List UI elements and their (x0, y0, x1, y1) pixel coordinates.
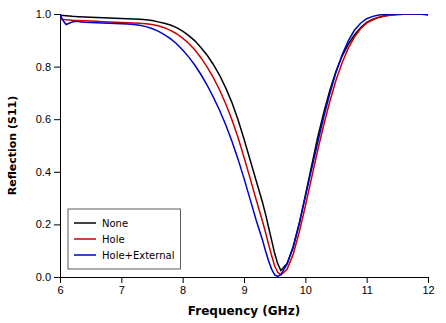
tick-mark (54, 67, 60, 68)
legend-swatch (74, 238, 96, 240)
legend-item: Hole (74, 234, 125, 245)
chart: 6 7 8 9 10 11 12 0.0 0.2 0.4 0.6 0.8 1.0 None Hole Hole… (0, 0, 446, 323)
y-axis-title: Reflection (S11) (6, 96, 19, 196)
tick: 12 (422, 277, 434, 296)
tick-mark (305, 277, 306, 283)
tick-mark (54, 14, 60, 15)
legend-item: Hole+External (74, 250, 174, 261)
tick: 0.2 (36, 218, 60, 230)
series-line (60, 14, 428, 276)
legend-label: Hole (102, 234, 125, 245)
legend-swatch (74, 222, 96, 224)
series-line (60, 14, 428, 275)
tick-label: 0.8 (36, 61, 51, 73)
tick-mark (54, 277, 60, 278)
legend: None Hole Hole+External (68, 209, 180, 269)
tick: 1.0 (36, 8, 60, 20)
tick-label: 7 (119, 284, 125, 296)
tick: 6 (57, 277, 63, 296)
tick: 11 (361, 277, 372, 296)
legend-swatch (74, 254, 96, 256)
tick-mark (183, 277, 184, 283)
tick: 10 (300, 277, 312, 296)
y-axis: 0.0 0.2 0.4 0.6 0.8 1.0 (36, 8, 61, 283)
plot: 6 7 8 9 10 11 12 0.0 0.2 0.4 0.6 0.8 1.0 None Hole Hole… (36, 8, 435, 296)
tick: 8 (180, 277, 186, 296)
tick-mark (54, 224, 60, 225)
x-axis: 6 7 8 9 10 11 12 (57, 277, 434, 296)
tick-label: 9 (241, 284, 247, 296)
tick-mark (244, 277, 245, 283)
tick-mark (121, 277, 122, 283)
lines (60, 14, 428, 276)
tick-label: 1.0 (36, 8, 51, 20)
legend-box (68, 209, 180, 269)
legend-label: Hole+External (102, 250, 174, 261)
tick: 0.4 (36, 166, 60, 178)
tick-label: 0.0 (36, 271, 51, 283)
x-axis-title: Frequency (GHz) (188, 304, 300, 318)
tick-label: 0.6 (36, 113, 51, 125)
axis-domain (61, 278, 429, 284)
axis-domain (54, 15, 61, 278)
tick: 0.0 (36, 271, 60, 283)
tick-label: 0.4 (36, 166, 51, 178)
tick-label: 8 (180, 284, 186, 296)
tick: 0.8 (36, 61, 60, 73)
tick-mark (54, 172, 60, 173)
tick-label: 10 (300, 284, 312, 296)
tick: 0.6 (36, 113, 60, 125)
tick-label: 12 (422, 284, 434, 296)
legend-label: None (102, 218, 128, 229)
tick: 7 (119, 277, 125, 296)
tick: 9 (241, 277, 247, 296)
tick-mark (367, 277, 368, 283)
legend-item: None (74, 218, 128, 229)
tick-label: 0.2 (36, 218, 51, 230)
tick-mark (54, 119, 60, 120)
tick-label: 6 (57, 284, 63, 296)
series-line (60, 14, 428, 270)
tick-mark (428, 277, 429, 283)
tick-label: 11 (361, 284, 372, 296)
